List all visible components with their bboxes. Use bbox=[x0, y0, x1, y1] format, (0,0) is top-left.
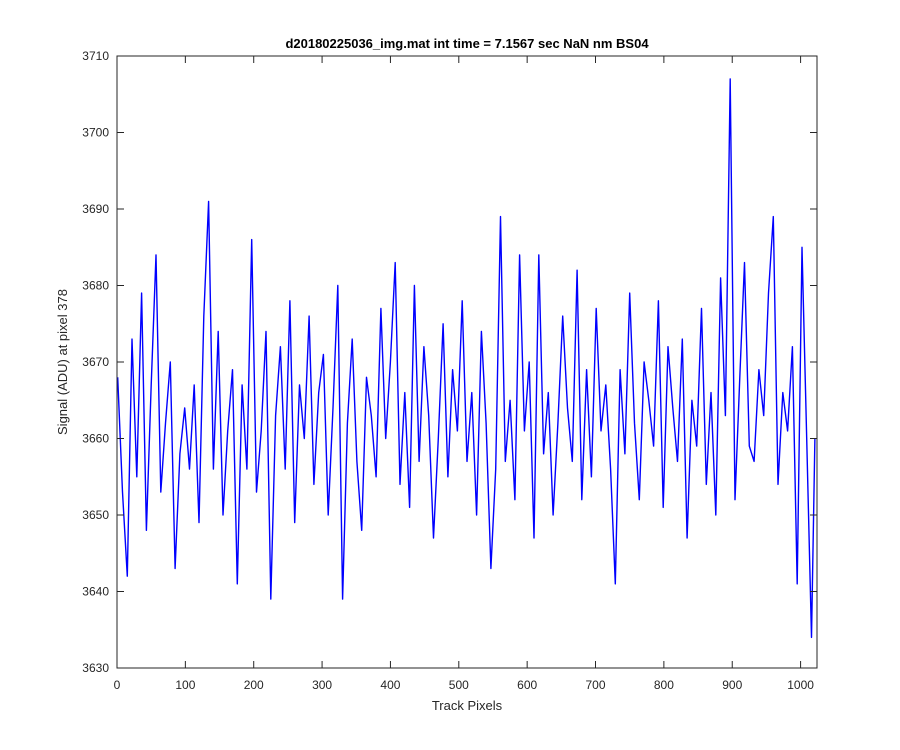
x-tick-label: 0 bbox=[114, 678, 121, 692]
x-axis-title: Track Pixels bbox=[432, 698, 503, 713]
series-line-0 bbox=[117, 78, 816, 639]
y-tick-label: 3660 bbox=[82, 432, 109, 446]
y-tick-label: 3700 bbox=[82, 126, 109, 140]
plot-area bbox=[117, 56, 817, 668]
y-tick-label: 3650 bbox=[82, 508, 109, 522]
y-tick-label: 3640 bbox=[82, 585, 109, 599]
y-axis-ticks: 3630 3640 3650 3660 3670 3680 3690 3700 3710 bbox=[82, 49, 817, 675]
x-tick-label: 800 bbox=[654, 678, 674, 692]
y-tick-label: 3690 bbox=[82, 202, 109, 216]
chart-title: d20180225036_img.mat int time = 7.1567 s… bbox=[285, 36, 649, 51]
x-tick-label: 400 bbox=[380, 678, 400, 692]
x-tick-label: 300 bbox=[312, 678, 332, 692]
x-tick-label: 1000 bbox=[787, 678, 814, 692]
data-layer bbox=[117, 78, 816, 639]
x-tick-label: 700 bbox=[586, 678, 606, 692]
x-tick-label: 500 bbox=[449, 678, 469, 692]
y-tick-label: 3670 bbox=[82, 355, 109, 369]
x-tick-label: 200 bbox=[244, 678, 264, 692]
y-tick-label: 3680 bbox=[82, 279, 109, 293]
y-tick-label: 3710 bbox=[82, 49, 109, 63]
x-tick-label: 600 bbox=[517, 678, 537, 692]
y-axis-title: Signal (ADU) at pixel 378 bbox=[55, 289, 70, 435]
x-tick-label: 100 bbox=[175, 678, 195, 692]
x-tick-label: 900 bbox=[722, 678, 742, 692]
y-tick-label: 3630 bbox=[82, 661, 109, 675]
x-axis-ticks: 0 100 200 300 400 500 600 700 800 900 1000 bbox=[114, 56, 814, 692]
